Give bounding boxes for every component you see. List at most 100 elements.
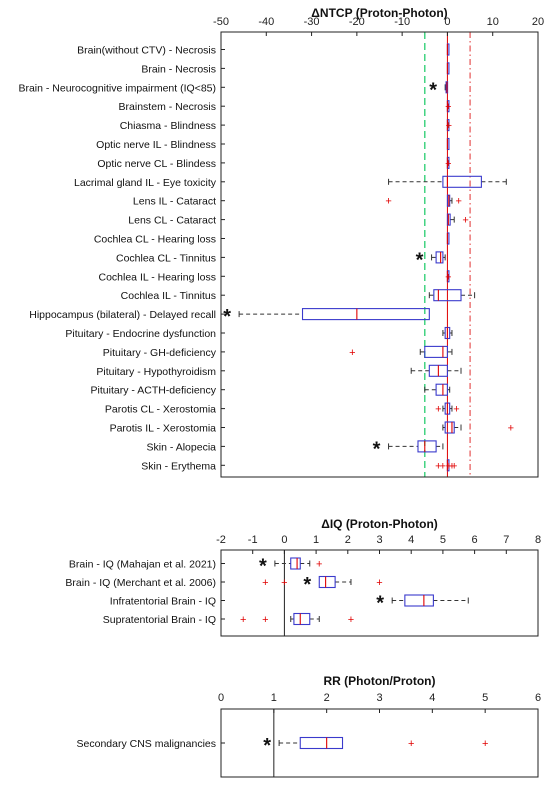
ntcp-outlier: + [449,460,455,472]
ntcp-category-label: Optic nerve CL - Blindess [97,158,216,170]
rr-outlier: + [408,738,414,750]
iq-tick-label: -2 [216,534,226,546]
ntcp-box [433,289,462,302]
iq-tick-label: 0 [281,534,287,546]
rr-chart-title: RR (Photon/Proton) [324,674,436,688]
iq-category-label: Infratentorial Brain - IQ [110,596,216,608]
ntcp-category-label: Lens CL - Cataract [128,215,216,227]
ntcp-category-label: Parotis IL - Xerostomia [110,423,217,435]
iq-category-label: Supratentorial Brain - IQ [103,614,216,626]
ntcp-significance-star: * [223,306,231,328]
iq-tick-label: 5 [440,534,446,546]
iq-outlier: + [376,577,382,589]
ntcp-tick-label: -20 [349,16,365,28]
rr-significance-star: * [263,735,271,757]
ntcp-category-label: Cochlea CL - Tinnitus [116,252,216,264]
ntcp-box [301,308,430,321]
rr-tick-label: 4 [429,692,435,704]
ntcp-category-label: Hippocampus (bilateral) - Delayed recall [29,309,216,321]
rr-category-label: Secondary CNS malignancies [77,738,216,750]
iq-outlier: + [348,614,354,626]
rr-tick-label: 0 [218,692,224,704]
ntcp-box [424,345,448,358]
iq-chart-title: ΔIQ (Proton-Photon) [321,517,438,531]
ntcp-tick-label: -40 [258,16,274,28]
iq-outlier: + [281,577,287,589]
ntcp-tick-label: 20 [532,16,544,28]
ntcp-category-label: Pituitary - GH-deficiency [103,347,217,359]
ntcp-outlier: + [446,120,452,132]
ntcp-category-label: Cochlea IL - Hearing loss [99,271,217,283]
ntcp-chart-title: ΔNTCP (Proton-Photon) [311,6,447,20]
rr-tick-label: 1 [271,692,277,704]
iq-box [404,594,434,607]
ntcp-outlier: + [435,404,441,416]
ntcp-outlier: + [451,460,457,472]
ntcp-tick-label: 10 [487,16,499,28]
ntcp-category-label: Skin - Erythema [141,460,216,472]
ntcp-outlier: + [445,158,451,170]
ntcp-tick-label: 0 [444,16,450,28]
iq-tick-label: 8 [535,534,541,546]
iq-tick-label: 4 [408,534,414,546]
ntcp-category-label: Lens IL - Cataract [133,196,216,208]
rr-tick-label: 3 [376,692,382,704]
iq-significance-star: * [303,574,311,596]
iq-outlier: + [262,614,268,626]
ntcp-outlier: + [453,404,459,416]
ntcp-outlier: + [462,215,468,227]
iq-outlier: + [262,577,268,589]
ntcp-category-label: Cochlea IL - Tinnitus [121,290,216,302]
iq-significance-star: * [376,593,384,615]
iq-tick-label: 2 [345,534,351,546]
ntcp-outlier: + [435,460,441,472]
ntcp-category-label: Parotis CL - Xerostomia [105,404,216,416]
iq-box [318,575,336,589]
ntcp-tick-label: -10 [394,16,410,28]
ntcp-category-label: Skin - Alopecia [147,441,217,453]
ntcp-category-label: Pituitary - ACTH-deficiency [91,385,217,397]
ntcp-category-label: Brainstem - Necrosis [119,101,216,113]
iq-tick-label: 1 [313,534,319,546]
rr-tick-label: 6 [535,692,541,704]
rr-tick-label: 5 [482,692,488,704]
ntcp-outlier: + [446,460,452,472]
ntcp-category-label: Lacrimal gland IL - Eye toxicity [74,177,217,189]
iq-category-label: Brain - IQ (Mahajan et al. 2021) [69,559,216,571]
iq-category-label: Brain - IQ (Merchant et al. 2006) [65,577,216,589]
iq-tick-label: 6 [472,534,478,546]
ntcp-category-label: Pituitary - Hypothyroidism [96,366,216,378]
rr-box [299,736,344,750]
ntcp-category-label: Brain - Necrosis [141,63,216,75]
ntcp-tick-label: -50 [213,16,229,28]
iq-tick-label: 7 [503,534,509,546]
ntcp-box [435,383,448,396]
ntcp-box [444,421,455,434]
iq-tick-label: -1 [248,534,258,546]
iq-outlier: + [240,614,246,626]
rr-tick-label: 2 [324,692,330,704]
iq-outlier: + [316,559,322,571]
ntcp-significance-star: * [373,438,381,460]
ntcp-category-label: Cochlea CL - Hearing loss [94,234,216,246]
iq-tick-label: 3 [376,534,382,546]
ntcp-category-label: Pituitary - Endocrine dysfunction [65,328,216,340]
iq-significance-star: * [259,556,267,578]
ntcp-outlier: + [445,271,451,283]
rr-outlier: + [482,738,488,750]
iq-box [290,557,301,570]
ntcp-significance-star: * [429,79,437,101]
ntcp-outlier: + [445,101,451,113]
ntcp-box [435,251,444,264]
ntcp-box [442,175,482,188]
ntcp-outlier: + [385,196,391,208]
ntcp-outlier: + [456,196,462,208]
ntcp-plot-frame [220,31,539,478]
ntcp-box [417,440,437,453]
iq-box [293,612,311,626]
ntcp-significance-star: * [416,249,424,271]
ntcp-category-label: Optic nerve IL - Blindness [96,139,216,151]
ntcp-outlier: + [508,423,514,435]
ntcp-outlier: + [349,347,355,359]
